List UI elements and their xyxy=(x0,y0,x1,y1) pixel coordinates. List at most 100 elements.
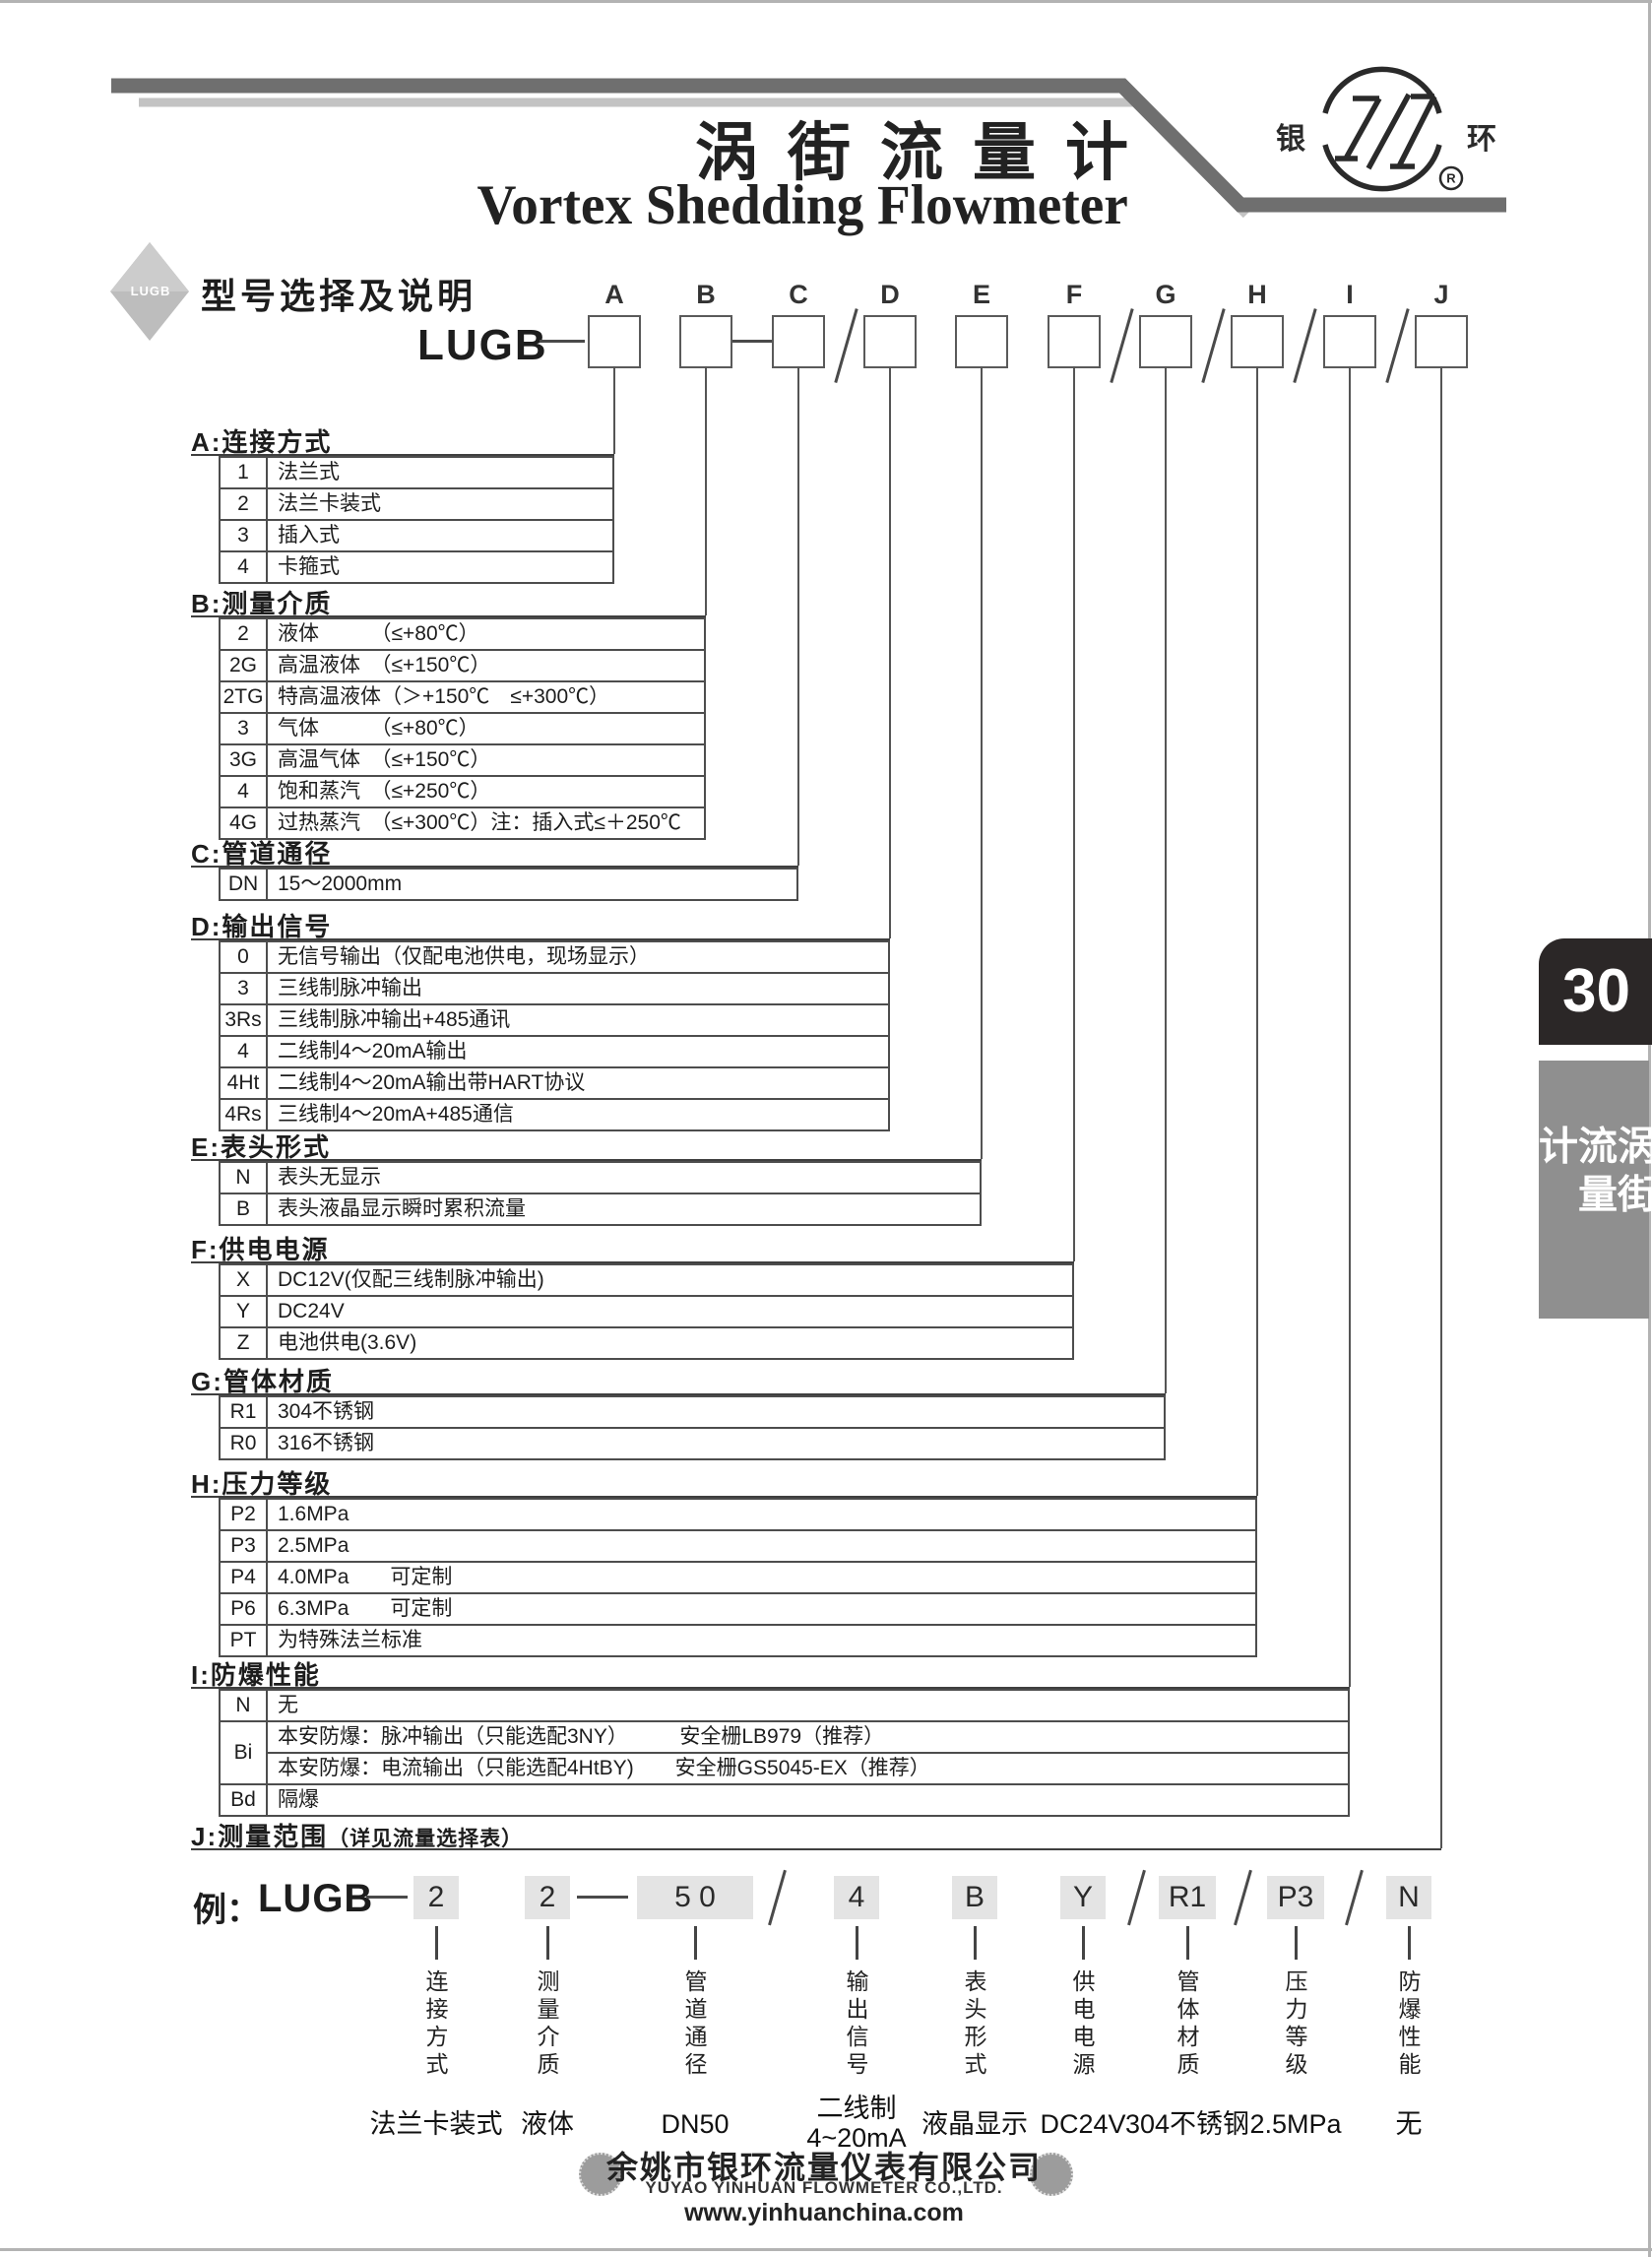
section-g-table: R1 304不锈钢 R0 316不锈钢 xyxy=(219,1395,1166,1460)
footer-left-seal-icon xyxy=(579,2153,622,2196)
section-d-heading: D:输出信号 xyxy=(191,912,333,941)
code-cell: 2TG xyxy=(219,680,268,714)
prefix-dash xyxy=(540,340,585,343)
section-j-heading: J:测量范围（详见流量选择表） xyxy=(191,1822,524,1851)
code-box-j xyxy=(1415,315,1468,368)
description-cell: 三线制脉冲输出 xyxy=(266,972,890,1005)
code-cell: 4Rs xyxy=(219,1098,268,1131)
code-letter-i: I xyxy=(1346,280,1354,309)
section-f-table: X DC12V(仅配三线制脉冲输出) Y DC24V Z 电池供电(3.6V) xyxy=(219,1263,1074,1360)
section-j-heading-suffix: （详见流量选择表） xyxy=(328,1828,524,1850)
footer-company-chinese: 余姚市银环流量仪表有限公司 xyxy=(605,2150,1043,2185)
code-letter-d: D xyxy=(880,280,900,309)
table-row: 1 法兰式 xyxy=(219,456,614,489)
table-row: N 表头无显示 xyxy=(219,1161,982,1194)
code-cell: N xyxy=(219,1689,268,1722)
description-cell: 二线制4～20mA输出带HART协议 xyxy=(266,1066,890,1100)
section-e-underline xyxy=(191,1159,982,1161)
description-cell: 本安防爆：电流输出（只能选配4HtBY) 安全栅GS5045-EX（推荐） xyxy=(266,1752,1350,1785)
connector-g xyxy=(1165,366,1167,1393)
table-row: 4Ht 二线制4～20mA输出带HART协议 xyxy=(219,1066,890,1100)
section-e-table: N 表头无显示 B 表头液晶显示瞬时累积流量 xyxy=(219,1161,982,1226)
table-row: 4 卡箍式 xyxy=(219,550,614,584)
code-cell: 4 xyxy=(219,775,268,808)
example-desc-6: DC24V xyxy=(1040,2109,1126,2139)
code-cell: 3Rs xyxy=(219,1003,268,1037)
code-letter-c: C xyxy=(789,280,808,309)
diamond-badge-label: LUGB xyxy=(130,284,171,298)
example-tick-8 xyxy=(1295,1926,1298,1960)
example-tick-9 xyxy=(1408,1926,1411,1960)
code-letter-h: H xyxy=(1247,280,1267,309)
section-e-heading: E:表头形式 xyxy=(191,1132,332,1162)
example-tick-5 xyxy=(974,1926,977,1960)
code-cell: 2G xyxy=(219,649,268,682)
example-prefix-dash xyxy=(366,1896,408,1899)
description-cell: 法兰卡装式 xyxy=(266,487,614,521)
example-b-c-dash xyxy=(577,1896,628,1899)
description-cell: 液体 （≤+80℃） xyxy=(266,617,706,651)
table-row: P6 6.3MPa 可定制 xyxy=(219,1592,1257,1626)
code-box-h xyxy=(1231,315,1284,368)
code-box-d xyxy=(863,315,917,368)
model-selection-heading: 型号选择及说明 xyxy=(201,276,477,316)
example-field-label-6: 供电电源 xyxy=(1069,1969,1095,2080)
table-row: 3 插入式 xyxy=(219,519,614,552)
example-value-9: N xyxy=(1386,1876,1431,1919)
example-desc-9: 无 xyxy=(1395,2109,1423,2139)
brand-logo-icon xyxy=(1322,66,1464,192)
description-cell: 二线制4～20mA输出 xyxy=(266,1035,890,1068)
code-cell: X xyxy=(219,1263,268,1297)
example-label: 例： xyxy=(193,1892,260,1929)
code-cell: PT xyxy=(219,1624,268,1657)
section-c-underline xyxy=(191,866,798,868)
code-cell: 0 xyxy=(219,940,268,974)
page-right-edge xyxy=(1648,0,1651,2257)
header-decoration xyxy=(110,66,1506,341)
header-bar-dark xyxy=(111,78,1506,213)
example-value-5: B xyxy=(952,1876,997,1919)
model-prefix: LUGB xyxy=(417,321,548,369)
description-cell: DC12V(仅配三线制脉冲输出) xyxy=(266,1263,1074,1297)
code-cell: Z xyxy=(219,1326,268,1360)
code-cell: P3 xyxy=(219,1529,268,1563)
table-row: Y DC24V xyxy=(219,1295,1074,1328)
section-b-table: 2 液体 （≤+80℃） 2G 高温液体 （≤+150℃） 2TG 特高温液体（＞+150… xyxy=(219,617,706,840)
code-cell: P6 xyxy=(219,1592,268,1626)
section-j-underline xyxy=(191,1848,1441,1850)
description-cell: 为特殊法兰标准 xyxy=(266,1624,1257,1657)
example-field-label-4: 输出信号 xyxy=(843,1969,868,2080)
table-row: P3 2.5MPa xyxy=(219,1529,1257,1563)
code-box-a xyxy=(588,315,641,368)
code-cell: 2 xyxy=(219,487,268,521)
description-cell: 316不锈钢 xyxy=(266,1427,1166,1460)
example-separator-slash xyxy=(1234,1869,1252,1926)
section-g-underline xyxy=(191,1393,1166,1395)
table-row: B 表头液晶显示瞬时累积流量 xyxy=(219,1193,982,1226)
description-cell: 本安防爆：脉冲输出（只能选配3NY） 安全栅LB979（推荐） xyxy=(266,1720,1350,1754)
section-a-table: 1 法兰式 2 法兰卡装式 3 插入式 4 卡箍式 xyxy=(219,456,614,584)
example-desc-7: 304不锈钢 xyxy=(1124,2109,1250,2139)
example-tick-4 xyxy=(856,1926,858,1960)
code-letter-e: E xyxy=(972,280,990,309)
section-h-heading: H:压力等级 xyxy=(191,1469,333,1499)
lugb-diamond-icon xyxy=(110,242,189,341)
description-cell: 隔爆 xyxy=(266,1783,1350,1817)
code-box-g xyxy=(1139,315,1192,368)
example-desc-3: DN50 xyxy=(661,2109,730,2139)
code-cell: N xyxy=(219,1161,268,1194)
description-cell: 4.0MPa 可定制 xyxy=(266,1561,1257,1594)
footer-right-seal-icon xyxy=(1030,2153,1073,2196)
code-letter-f: F xyxy=(1065,280,1083,309)
footer-website: www.yinhuanchina.com xyxy=(684,2199,964,2226)
section-b-heading: B:测量介质 xyxy=(191,589,333,618)
logo-char-left: 银 xyxy=(1276,123,1305,156)
example-tick-7 xyxy=(1186,1926,1189,1960)
section-c-table: DN 15～2000mm xyxy=(219,868,798,901)
code-cell: 3G xyxy=(219,743,268,777)
example-value-7: R1 xyxy=(1159,1876,1216,1919)
table-row: 2 液体 （≤+80℃） xyxy=(219,617,706,651)
description-cell: 无信号输出（仅配电池供电，现场显示） xyxy=(266,940,890,974)
example-field-label-8: 压力等级 xyxy=(1282,1969,1307,2080)
page-top-edge xyxy=(0,0,1652,3)
